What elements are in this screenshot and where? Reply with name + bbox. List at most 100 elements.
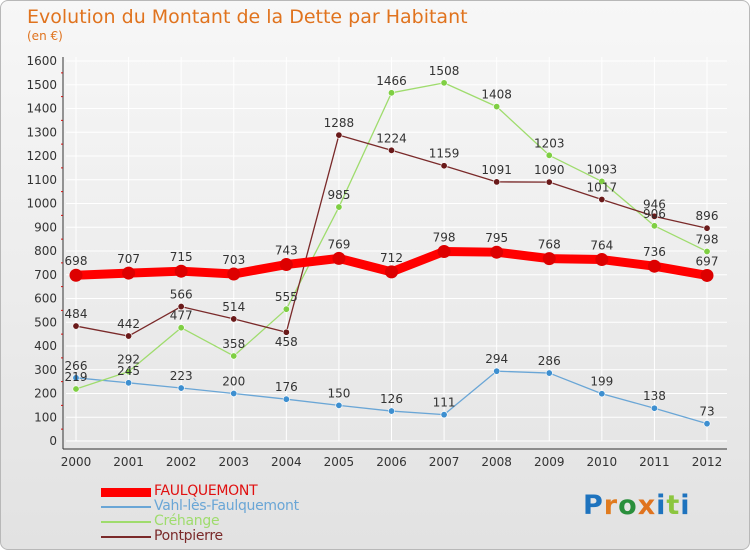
legend-item: Pontpierre [101,528,361,544]
data-label: 798 [696,232,719,246]
data-label: 111 [433,396,456,410]
data-label: 764 [590,239,613,253]
data-point [387,146,395,154]
legend-label: Pontpierre [154,528,223,544]
data-point [703,247,711,255]
data-point [174,264,188,278]
data-point [279,258,293,272]
data-point [650,212,658,220]
data-point [387,89,395,97]
data-point [125,379,133,387]
data-label: 707 [117,252,140,266]
legend-swatch [101,487,151,497]
data-label: 1090 [534,163,565,177]
data-point [647,259,661,273]
data-label: 245 [117,364,140,378]
y-tick-label: 1100 [26,173,57,187]
legend-label: Créhange [154,513,220,529]
data-label: 985 [327,188,350,202]
series-2 [72,79,711,393]
data-label: 555 [275,290,298,304]
chart-title: Evolution du Montant de la Dette par Hab… [27,6,468,28]
x-tick-label: 2012 [692,455,723,469]
series-1 [72,367,711,428]
data-label: 712 [380,251,403,265]
data-point [598,390,606,398]
data-label: 286 [538,354,561,368]
data-label: 698 [65,254,88,268]
data-point [700,268,714,282]
data-label: 266 [65,359,88,373]
data-point [332,251,346,265]
data-label: 566 [170,288,193,302]
data-point [227,267,241,281]
x-tick-label: 2010 [587,455,618,469]
proxiti-logo: Proxiti [583,490,691,521]
data-label: 1017 [587,180,618,194]
x-tick-label: 2000 [61,455,92,469]
data-point [493,103,501,111]
data-point [493,367,501,375]
data-point [177,324,185,332]
data-label: 442 [117,317,140,331]
data-point [490,245,504,259]
y-tick-label: 1000 [26,197,57,211]
data-point [282,305,290,313]
data-point [440,79,448,87]
x-tick-label: 2008 [481,455,512,469]
y-tick-label: 800 [34,244,57,258]
x-tick-label: 2005 [324,455,355,469]
data-point [545,151,553,159]
data-label: 1508 [429,64,460,78]
data-point [542,252,556,266]
data-label: 294 [485,352,508,366]
legend: FAULQUEMONT Vahl-lès-Faulquemont Créhange P… [101,483,361,544]
data-point [493,178,501,186]
data-point [69,268,83,282]
data-label: 1466 [376,74,407,88]
data-point [230,389,238,397]
data-point [440,162,448,170]
y-tick-label: 0 [49,434,57,448]
data-point [335,401,343,409]
data-point [650,404,658,412]
data-point [122,266,136,280]
x-tick-label: 2002 [166,455,197,469]
y-tick-label: 100 [34,410,57,424]
data-point [177,384,185,392]
data-point [545,369,553,377]
x-tick-label: 2004 [271,455,302,469]
data-label: 795 [485,231,508,245]
series-0 [69,244,714,282]
y-tick-label: 700 [34,268,57,282]
data-label: 477 [170,309,193,323]
data-point [598,177,606,185]
data-label: 1224 [376,131,407,145]
data-label: 697 [696,254,719,268]
data-label: 768 [538,238,561,252]
data-label: 138 [643,389,666,403]
data-label: 1203 [534,136,565,150]
data-label: 223 [170,369,193,383]
data-label: 1288 [324,116,355,130]
y-tick-label: 1400 [26,102,57,116]
data-labels: 698 707 715 703 743 769 712 798 795 768 764 736 697 2… [65,64,719,419]
data-point [125,368,133,376]
data-point [545,178,553,186]
x-tick-label: 2003 [218,455,249,469]
data-point [440,411,448,419]
legend-item: Créhange [101,513,361,529]
data-label: 703 [222,253,245,267]
data-point [437,244,451,258]
x-tick-label: 2007 [429,455,460,469]
data-label: 200 [222,375,245,389]
legend-swatch [101,521,151,523]
legend-item: Vahl-lès-Faulquemont [101,498,361,514]
data-label: 219 [65,370,88,384]
data-label: 906 [643,207,666,221]
data-label: 458 [275,335,298,349]
data-point [230,352,238,360]
data-point [335,131,343,139]
data-label: 798 [433,230,456,244]
data-label: 126 [380,392,403,406]
